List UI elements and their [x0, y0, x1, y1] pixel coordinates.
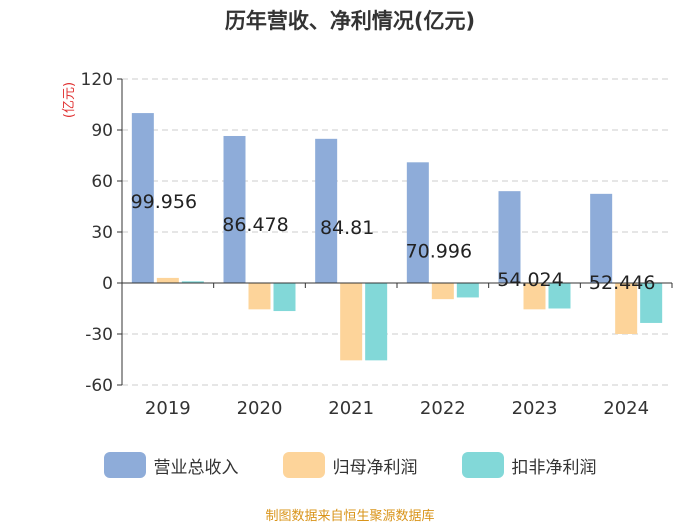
bar-营业总收入-2023: [498, 191, 521, 283]
y-tick-label: 120: [81, 70, 113, 90]
bar-营业总收入-2022: [406, 162, 429, 283]
bar-归母净利润-2024: [615, 283, 638, 334]
legend-swatch: [282, 452, 325, 478]
legend-label: 归母净利润: [332, 457, 418, 478]
data-label: 99.956: [131, 191, 197, 213]
y-tick-label: 30: [91, 223, 113, 243]
legend-swatch: [461, 452, 504, 478]
bar-归母净利润-2021: [340, 283, 363, 361]
bar-扣非净利润-2020: [273, 283, 296, 312]
source-note: 制图数据来自恒生聚源数据库: [265, 509, 435, 524]
y-tick-label: 60: [91, 172, 113, 192]
legend-item[interactable]: 营业总收入: [103, 452, 239, 478]
data-label: 84.81: [320, 217, 374, 239]
x-tick-label: 2020: [237, 398, 283, 419]
y-tick-label: -30: [85, 325, 113, 345]
y-tick-label: 90: [91, 121, 113, 141]
bar-扣非净利润-2024: [640, 283, 663, 323]
bar-扣非净利润-2019: [181, 281, 204, 283]
chart-title: 历年营收、净利情况(亿元): [225, 9, 475, 33]
bar-扣非净利润-2021: [365, 283, 388, 361]
y-axis-unit-label: (亿元): [62, 82, 77, 118]
x-tick-label: 2019: [145, 398, 191, 419]
bar-归母净利润-2019: [156, 277, 179, 283]
bar-归母净利润-2020: [248, 283, 271, 310]
x-tick-label: 2024: [603, 398, 649, 419]
data-label: 52.446: [589, 272, 655, 294]
y-tick-label: 0: [102, 274, 113, 294]
bar-营业总收入-2019: [131, 113, 154, 283]
bar-营业总收入-2020: [223, 135, 246, 283]
chart-legend: 营业总收入 归母净利润 扣非净利润: [0, 452, 700, 478]
legend-label: 扣非净利润: [511, 457, 597, 478]
bar-营业总收入-2024: [590, 193, 613, 283]
x-tick-label: 2023: [512, 398, 558, 419]
bar-归母净利润-2023: [523, 283, 546, 310]
data-label: 70.996: [406, 240, 472, 262]
legend-label: 营业总收入: [153, 457, 239, 478]
legend-swatch: [103, 452, 146, 478]
x-tick-label: 2021: [328, 398, 374, 419]
bar-扣非净利润-2023: [548, 283, 571, 309]
legend-item[interactable]: 扣非净利润: [461, 452, 597, 478]
legend-item[interactable]: 归母净利润: [282, 452, 418, 478]
bar-归母净利润-2022: [431, 283, 454, 300]
data-label: 86.478: [222, 214, 288, 236]
data-label: 54.024: [497, 269, 563, 291]
y-tick-label: -60: [85, 376, 113, 396]
bar-扣非净利润-2022: [456, 283, 479, 298]
x-tick-label: 2022: [420, 398, 466, 419]
bar-营业总收入-2021: [315, 138, 338, 283]
